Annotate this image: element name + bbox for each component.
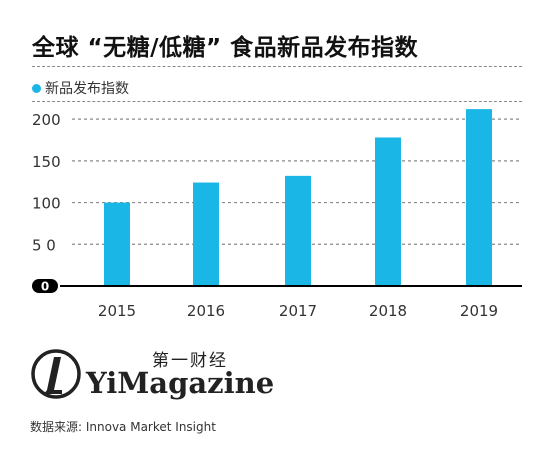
x-tick-label: 2016 xyxy=(187,302,225,320)
x-tick-label: 2018 xyxy=(369,302,407,320)
x-tick-label: 2017 xyxy=(279,302,317,320)
yimagazine-logo-icon xyxy=(31,349,81,399)
legend-label: 新品发布指数 xyxy=(45,81,129,97)
publisher-logo: 第一财经 YiMagazine xyxy=(30,348,274,400)
logo-wordmark: 第一财经 YiMagazine xyxy=(86,348,274,400)
header-divider-bottom xyxy=(32,101,522,102)
logo-chinese-name: 第一财经 xyxy=(152,351,228,371)
legend: 新品发布指数 xyxy=(32,78,129,98)
data-source: 数据来源: Innova Market Insight xyxy=(30,420,216,434)
y-tick-label-zero: 0 xyxy=(41,280,49,294)
chart-title: 全球 “无糖/低糖” 食品新品发布指数 xyxy=(32,35,419,61)
zero-badge xyxy=(32,279,58,293)
x-axis-ticks: 2015 2016 2017 2018 2019 xyxy=(98,302,498,320)
legend-swatch xyxy=(32,83,41,93)
y-tick-label: 5 0 xyxy=(32,236,56,254)
bar-2016 xyxy=(193,182,219,286)
y-tick-label: 200 xyxy=(32,111,61,129)
x-tick-label: 2019 xyxy=(460,302,498,320)
bar-2017 xyxy=(285,175,311,286)
zero-axis: 0 xyxy=(32,279,522,294)
bar-2018 xyxy=(375,137,401,286)
bars xyxy=(104,109,492,286)
x-tick-label: 2015 xyxy=(98,302,136,320)
header-divider-top xyxy=(32,66,522,67)
y-tick-label: 150 xyxy=(32,153,61,171)
bar-2019 xyxy=(466,109,492,286)
bar-2015 xyxy=(104,202,130,286)
logo-english-name: YiMagazine xyxy=(86,366,275,400)
y-tick-label: 100 xyxy=(32,195,61,213)
